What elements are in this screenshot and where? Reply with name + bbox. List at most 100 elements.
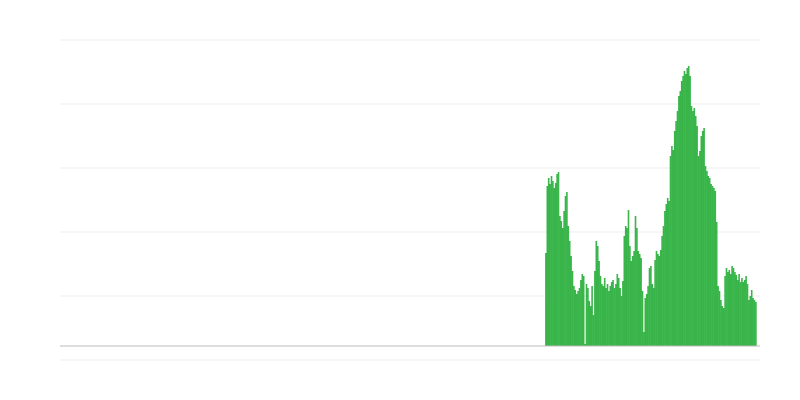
bar — [568, 241, 571, 346]
bar — [725, 268, 728, 346]
bar — [661, 236, 663, 346]
bar — [741, 278, 743, 346]
bar — [749, 296, 752, 346]
bar — [699, 151, 701, 346]
bar — [748, 300, 750, 346]
bar — [727, 272, 729, 346]
bar — [581, 274, 584, 346]
bar — [613, 288, 616, 346]
bar — [655, 251, 658, 346]
bar — [657, 254, 659, 346]
bar — [685, 74, 687, 346]
bar — [704, 166, 707, 346]
bar — [640, 258, 642, 346]
bar — [722, 308, 725, 346]
bar — [570, 256, 572, 346]
bar — [717, 286, 719, 346]
bar — [728, 270, 731, 346]
bar — [578, 288, 581, 346]
bar — [623, 236, 626, 346]
bar — [687, 66, 690, 346]
bar — [680, 81, 683, 346]
bar — [708, 178, 711, 346]
bar — [571, 271, 574, 346]
bar — [644, 298, 647, 346]
bar — [633, 251, 635, 346]
bar — [652, 288, 655, 346]
bar — [638, 254, 641, 346]
bar — [666, 198, 669, 346]
bar — [605, 288, 607, 346]
bar — [603, 278, 606, 346]
bar — [609, 286, 612, 346]
bar — [658, 256, 661, 346]
bar — [602, 286, 605, 346]
bar — [599, 276, 602, 346]
bar — [584, 344, 586, 346]
bar — [617, 278, 620, 346]
bar — [729, 274, 732, 346]
bar — [574, 290, 577, 346]
bar — [560, 221, 563, 346]
bar — [622, 281, 624, 346]
bar — [710, 184, 712, 346]
bar — [683, 71, 686, 346]
bar — [619, 288, 621, 346]
bar — [592, 315, 595, 346]
bar — [743, 280, 746, 346]
bar — [671, 146, 673, 346]
bar — [629, 246, 631, 346]
bar — [643, 332, 645, 346]
bar — [665, 204, 668, 346]
bar — [588, 301, 591, 346]
bar — [690, 106, 693, 346]
bar — [554, 183, 557, 346]
bar — [682, 76, 684, 346]
bar — [738, 274, 740, 346]
bar — [626, 228, 628, 346]
bar — [595, 241, 598, 346]
bar — [675, 121, 677, 346]
bar — [648, 268, 651, 346]
bar — [651, 284, 654, 346]
bar — [587, 288, 589, 346]
bar — [654, 260, 656, 346]
bar — [610, 282, 613, 346]
bar — [630, 261, 633, 346]
bar — [659, 250, 662, 346]
bar — [636, 228, 638, 346]
bar — [563, 211, 565, 346]
bar — [689, 76, 691, 346]
bar — [739, 282, 742, 346]
bar — [567, 226, 570, 346]
bar — [552, 181, 554, 346]
bar — [606, 284, 609, 346]
bar — [561, 228, 564, 346]
bar — [734, 272, 736, 346]
bar — [577, 291, 579, 346]
bar — [545, 253, 547, 346]
bar — [732, 268, 735, 346]
bar — [673, 131, 676, 346]
bar — [634, 216, 637, 346]
bar — [745, 276, 747, 346]
bar — [736, 280, 739, 346]
bar — [547, 178, 550, 346]
bar — [589, 306, 592, 346]
bar — [679, 91, 682, 346]
bar — [678, 96, 680, 346]
bar — [620, 296, 623, 346]
bar — [598, 261, 600, 346]
bar — [715, 222, 718, 346]
bar — [703, 128, 705, 346]
bar — [692, 111, 694, 346]
bar — [720, 300, 722, 346]
bar — [641, 291, 644, 346]
bar — [650, 266, 652, 346]
bar — [557, 172, 560, 346]
bar — [668, 201, 670, 346]
bar — [631, 256, 634, 346]
bar — [564, 196, 567, 346]
bar — [711, 186, 714, 346]
